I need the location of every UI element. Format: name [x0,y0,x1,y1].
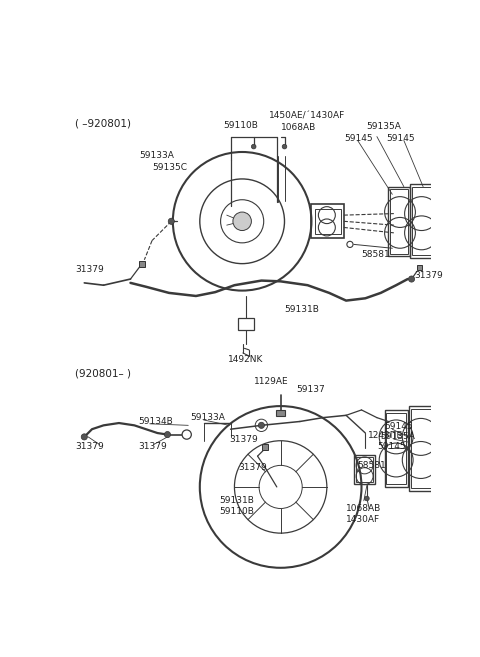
Text: 59135C: 59135C [152,163,187,172]
Circle shape [347,241,353,248]
Circle shape [81,434,87,440]
Text: 59110B: 59110B [219,507,254,516]
Text: 59145: 59145 [384,422,413,432]
Bar [384,410,408,487]
Circle shape [258,422,264,428]
Text: 1068AB: 1068AB [346,504,381,513]
Text: 1430AF: 1430AF [346,515,380,524]
Circle shape [182,430,192,439]
Text: 59131B: 59131B [285,306,319,314]
Text: 31379: 31379 [75,265,104,275]
Bar [354,455,375,484]
Text: 59145: 59145 [377,442,406,451]
Bar [410,185,433,258]
Text: 31379: 31379 [138,442,167,451]
Text: 1450AE/´1430AF: 1450AE/´1430AF [269,111,345,120]
Text: 59131B: 59131B [219,496,254,505]
Bar [411,409,431,487]
Bar [417,265,422,270]
Text: (920801– ): (920801– ) [75,369,131,378]
Circle shape [282,145,287,149]
Circle shape [233,212,252,231]
Text: 59134B: 59134B [138,417,173,426]
Text: 31379: 31379 [414,271,443,280]
Text: 59133A: 59133A [140,151,175,160]
Text: 1129AE: 1129AE [254,377,288,386]
Bar [411,187,432,255]
Circle shape [164,432,170,438]
Text: 1243ΠE: 1243ΠE [368,431,403,440]
Text: 31379: 31379 [75,442,104,451]
Text: 58581: 58581 [358,461,386,470]
Bar [390,189,408,254]
Circle shape [408,276,415,282]
Text: 59135A: 59135A [366,122,401,131]
Text: 31379: 31379 [229,435,258,443]
Bar [312,204,344,238]
Text: 1492NK: 1492NK [228,355,263,365]
Bar [314,209,341,234]
Text: 59110B: 59110B [223,120,258,129]
Text: 59137: 59137 [296,384,325,394]
Bar [386,413,406,484]
Circle shape [252,145,256,149]
Text: ( –920801): ( –920801) [75,118,131,129]
Circle shape [365,496,369,501]
Bar [262,444,268,450]
Bar [388,187,410,256]
Bar [276,410,285,416]
Text: 59145: 59145 [386,135,415,143]
Bar [139,261,145,267]
Text: 59133A: 59133A [191,413,226,422]
Text: 58581: 58581 [361,250,390,259]
Bar [409,406,432,491]
Text: 59135A: 59135A [381,432,416,442]
Circle shape [168,218,174,225]
Text: 59145: 59145 [345,135,373,143]
Bar [356,457,373,482]
Bar [238,317,254,330]
Text: 1068AB: 1068AB [281,123,317,132]
Text: 31379: 31379 [238,463,267,472]
